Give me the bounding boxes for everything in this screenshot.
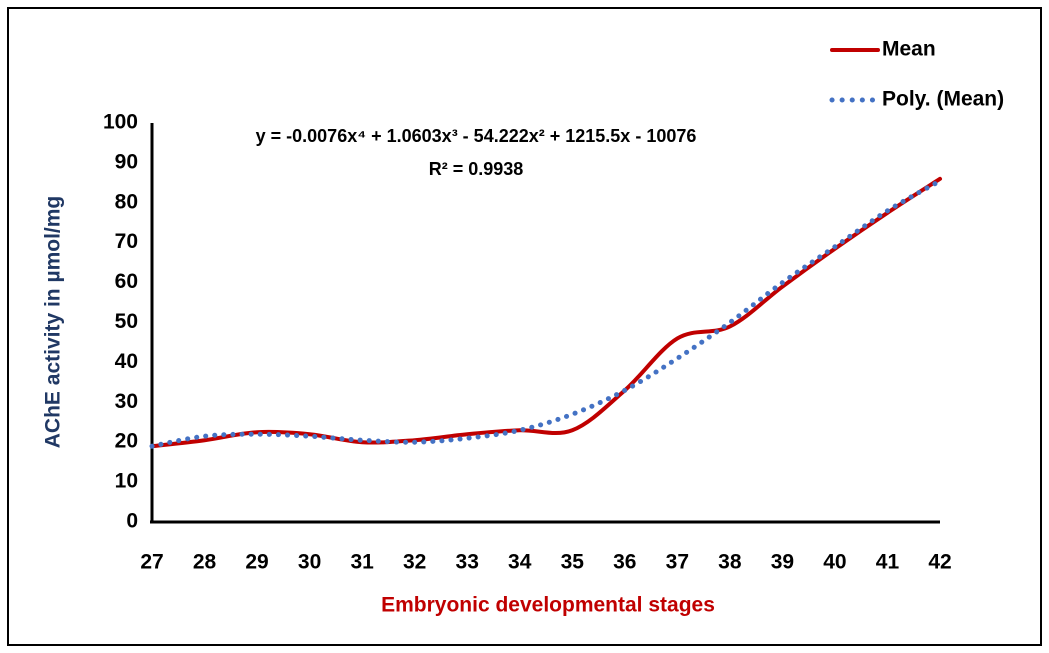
x-tick-label: 37 — [666, 551, 689, 574]
x-tick-label: 36 — [613, 551, 636, 574]
y-tick-label: 10 — [115, 470, 138, 493]
x-tick-label: 35 — [561, 551, 585, 574]
x-tick-label: 40 — [823, 551, 846, 574]
y-tick-label: 80 — [115, 190, 138, 213]
x-tick-label: 33 — [456, 551, 479, 574]
chart-border — [7, 7, 1042, 646]
x-tick-label: 28 — [193, 551, 217, 574]
y-tick-label: 20 — [115, 430, 138, 453]
y-tick-label: 30 — [115, 390, 138, 413]
y-tick-label: 70 — [115, 230, 138, 253]
x-tick-label: 39 — [771, 551, 794, 574]
y-tick-label: 60 — [115, 270, 138, 293]
series-line — [150, 176, 942, 449]
x-tick-label: 27 — [140, 551, 163, 574]
series-line — [149, 178, 943, 449]
x-tick-label: 29 — [245, 551, 268, 574]
y-axis-label: AChE activity in µmol/mg — [42, 196, 65, 448]
legend-label: Mean — [882, 38, 936, 61]
y-tick-label: 50 — [115, 310, 138, 333]
x-tick-label: 38 — [718, 551, 742, 574]
y-tick-label: 100 — [103, 111, 138, 134]
x-tick-label: 42 — [928, 551, 951, 574]
x-axis-label: Embryonic developmental stages — [381, 594, 715, 617]
x-tick-label: 32 — [403, 551, 426, 574]
x-tick-label: 34 — [508, 551, 532, 574]
y-tick-label: 90 — [115, 150, 138, 173]
y-tick-label: 0 — [126, 510, 138, 533]
trend-equation: y = -0.0076x⁴ + 1.0603x³ - 54.222x² + 12… — [256, 126, 697, 146]
y-tick-label: 40 — [115, 350, 138, 373]
r-squared: R² = 0.9938 — [429, 159, 524, 179]
legend-label: Poly. (Mean) — [882, 88, 1004, 111]
x-tick-label: 30 — [298, 551, 321, 574]
x-tick-label: 41 — [876, 551, 900, 574]
x-tick-label: 31 — [350, 551, 374, 574]
